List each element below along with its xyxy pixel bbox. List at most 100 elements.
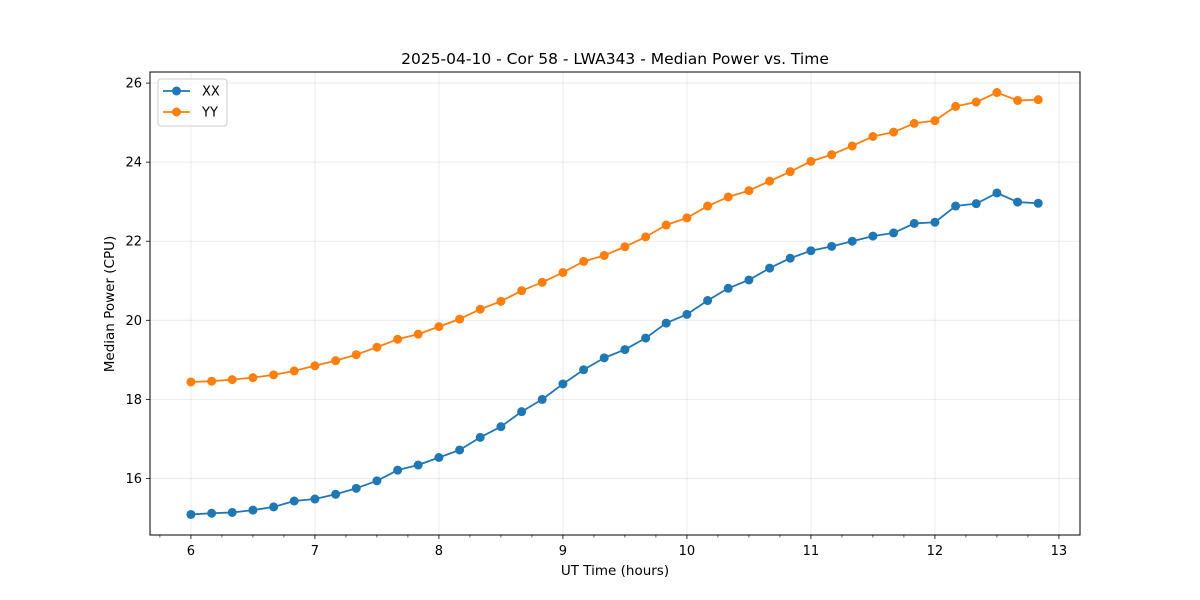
y-tick-label: 22 [125, 235, 142, 250]
data-point-xx [207, 508, 217, 518]
data-point-xx [289, 496, 299, 506]
y-tick-label: 18 [125, 393, 142, 408]
data-point-xx [620, 345, 630, 355]
data-point-xx [971, 199, 981, 209]
data-point-xx [661, 318, 671, 328]
grid-lines [150, 72, 1080, 535]
data-point-yy [703, 201, 713, 211]
data-point-yy [413, 329, 423, 339]
data-point-yy [868, 131, 878, 141]
data-point-xx [868, 231, 878, 241]
data-point-yy [847, 141, 857, 151]
chart-title: 2025-04-10 - Cor 58 - LWA343 - Median Po… [401, 50, 829, 68]
data-point-xx [227, 507, 237, 517]
y-tick-label: 20 [125, 314, 142, 329]
legend: XX YY [157, 78, 228, 127]
data-point-xx [744, 275, 754, 285]
data-point-yy [579, 256, 589, 266]
data-point-xx [723, 283, 733, 293]
data-point-xx [785, 253, 795, 263]
data-point-yy [806, 156, 816, 166]
y-axis-label: Median Power (CPU) [102, 236, 118, 372]
data-point-yy [310, 361, 320, 371]
x-tick-label: 6 [187, 544, 195, 559]
data-point-xx [806, 246, 816, 256]
data-point-xx [930, 217, 940, 227]
x-tick-label: 9 [559, 544, 567, 559]
data-point-yy [765, 176, 775, 186]
data-point-yy [269, 370, 279, 380]
data-point-yy [661, 220, 671, 230]
data-point-xx [372, 476, 382, 486]
y-tick-label: 16 [125, 472, 142, 487]
series-xx [186, 188, 1043, 519]
data-point-xx [475, 432, 485, 442]
legend-label-yy: YY [201, 106, 218, 121]
data-point-xx [579, 365, 589, 375]
data-point-xx [537, 394, 547, 404]
data-point-yy [227, 375, 237, 385]
legend-swatch-marker-yy [172, 107, 181, 117]
x-tick-label: 7 [311, 544, 319, 559]
y-tick-label: 26 [125, 77, 142, 92]
x-tick-label: 12 [927, 544, 944, 559]
data-point-xx [682, 309, 692, 319]
x-tick-label: 11 [803, 544, 820, 559]
data-point-yy [289, 366, 299, 376]
data-point-xx [847, 236, 857, 246]
data-point-yy [930, 116, 940, 126]
data-point-yy [537, 277, 547, 287]
series-yy [186, 88, 1043, 387]
data-point-xx [269, 502, 279, 512]
data-point-xx [951, 201, 961, 211]
data-point-xx [331, 489, 341, 499]
data-point-xx [889, 228, 899, 238]
data-point-yy [496, 296, 506, 306]
data-point-xx [765, 263, 775, 273]
data-point-yy [248, 373, 258, 383]
x-tick-label: 13 [1051, 544, 1068, 559]
data-point-yy [1033, 95, 1043, 105]
data-point-xx [434, 453, 444, 463]
data-point-yy [992, 88, 1002, 98]
data-point-yy [517, 286, 527, 296]
data-point-yy [186, 377, 196, 387]
data-point-yy [372, 342, 382, 352]
data-point-xx [351, 483, 361, 493]
data-point-xx [517, 407, 527, 417]
legend-swatch-marker-xx [172, 86, 181, 96]
data-point-xx [641, 333, 651, 343]
data-point-yy [744, 186, 754, 196]
data-point-yy [1013, 95, 1023, 105]
data-point-xx [599, 353, 609, 363]
data-point-yy [393, 334, 403, 344]
data-point-xx [496, 422, 506, 432]
x-tick-label: 10 [679, 544, 696, 559]
data-point-xx [186, 509, 196, 519]
data-point-xx [1033, 198, 1043, 208]
plot-area-frame [149, 71, 1081, 536]
series-layer [186, 88, 1043, 519]
data-point-yy [909, 118, 919, 128]
data-point-yy [723, 192, 733, 202]
y-tick-label: 24 [125, 156, 142, 171]
data-point-xx [413, 460, 423, 470]
data-point-yy [971, 97, 981, 107]
data-point-yy [620, 242, 630, 252]
data-point-xx [909, 218, 919, 228]
data-point-yy [951, 101, 961, 111]
data-point-yy [351, 350, 361, 360]
x-tick-label: 8 [435, 544, 443, 559]
axis-ticks: 6 7 8 9 10 11 12 13 16 18 20 22 24 26 [125, 77, 1067, 559]
data-point-xx [248, 505, 258, 515]
data-point-yy [599, 250, 609, 260]
data-point-xx [1013, 197, 1023, 207]
data-point-xx [827, 241, 837, 251]
data-point-xx [558, 379, 568, 389]
x-axis-label: UT Time (hours) [561, 563, 669, 579]
data-point-xx [310, 494, 320, 504]
data-point-xx [703, 296, 713, 306]
data-point-yy [558, 267, 568, 277]
data-point-yy [889, 127, 899, 137]
